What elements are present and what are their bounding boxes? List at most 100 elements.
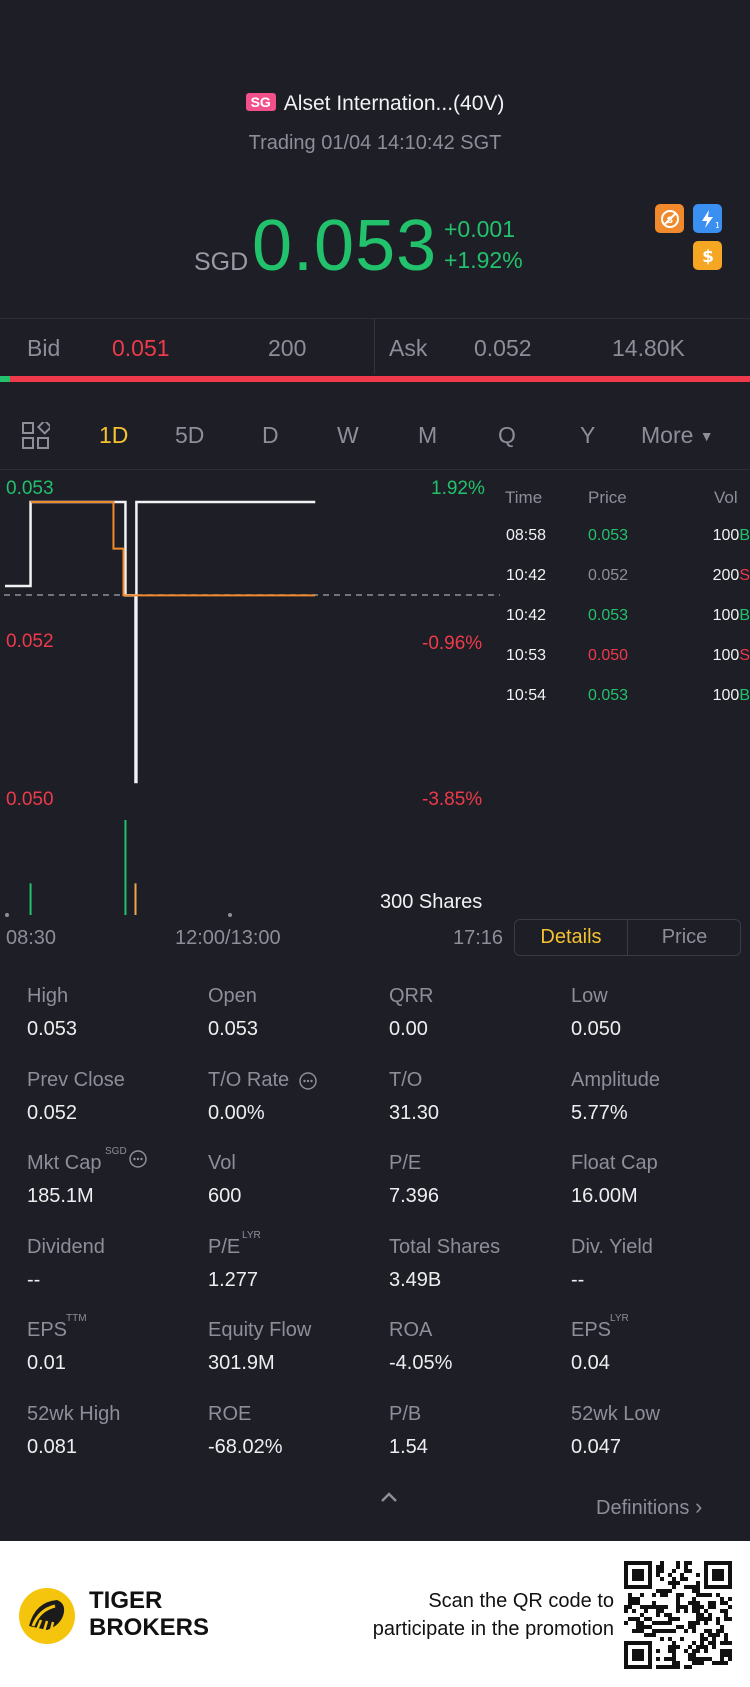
tab-more-label: More bbox=[641, 422, 694, 448]
qr-module bbox=[700, 1657, 704, 1661]
stat-value: -4.05% bbox=[389, 1352, 453, 1374]
tick-side: B bbox=[739, 607, 750, 624]
tab-w[interactable]: W bbox=[337, 422, 359, 448]
qr-module bbox=[684, 1585, 688, 1589]
qr-module bbox=[676, 1561, 680, 1565]
tick-price: 0.050 bbox=[588, 647, 629, 664]
tab-d[interactable]: D bbox=[262, 422, 279, 448]
tab-5d[interactable]: 5D bbox=[175, 422, 205, 448]
stat-value: 0.050 bbox=[571, 1018, 622, 1040]
qr-module bbox=[716, 1633, 720, 1637]
tick-time: 10:42 bbox=[506, 607, 547, 624]
tab-more[interactable]: More ▼ bbox=[641, 422, 714, 449]
qr-finder bbox=[632, 1569, 644, 1581]
qr-module bbox=[624, 1621, 628, 1625]
tab-q[interactable]: Q bbox=[498, 422, 516, 448]
qr-module bbox=[688, 1621, 692, 1625]
lightning-1-icon[interactable]: 1 bbox=[693, 204, 722, 233]
qr-module bbox=[712, 1637, 716, 1641]
qr-module bbox=[676, 1565, 680, 1569]
tab-y[interactable]: Y bbox=[580, 422, 596, 448]
info-dots-icon[interactable] bbox=[298, 1071, 318, 1096]
last-price: 0.053 bbox=[252, 206, 438, 286]
qr-module bbox=[684, 1649, 688, 1653]
stat-label: Float Cap bbox=[571, 1152, 658, 1174]
definitions-label: Definitions bbox=[596, 1497, 690, 1519]
tick-vol-value: 100 bbox=[712, 527, 740, 544]
stat-label: QRR bbox=[389, 985, 434, 1007]
ask-ratio-bar bbox=[0, 376, 750, 382]
axis-dot bbox=[5, 913, 9, 917]
qr-module bbox=[708, 1629, 712, 1633]
qr-module bbox=[676, 1605, 680, 1609]
grid-layout-icon[interactable] bbox=[22, 419, 53, 455]
qr-module bbox=[628, 1617, 632, 1621]
stat-label: T/O bbox=[389, 1068, 423, 1091]
tab-1d[interactable]: 1D bbox=[99, 422, 129, 448]
qr-module bbox=[696, 1609, 700, 1613]
qr-module bbox=[672, 1617, 676, 1621]
tick-side: B bbox=[739, 527, 750, 544]
stat-label: P/E bbox=[208, 1235, 241, 1258]
tick-vol-value: 100 bbox=[712, 607, 740, 624]
qr-module bbox=[644, 1605, 648, 1609]
qr-module bbox=[696, 1581, 700, 1585]
qr-module bbox=[692, 1625, 696, 1629]
qr-module bbox=[668, 1629, 672, 1633]
time-axis-start: 08:30 bbox=[6, 927, 57, 949]
qr-module bbox=[700, 1617, 704, 1621]
stat-label: T/O Rate bbox=[208, 1068, 290, 1091]
no-short-icon[interactable]: S bbox=[655, 204, 684, 233]
qr-module bbox=[720, 1625, 724, 1629]
stat-label: EPS bbox=[571, 1319, 612, 1341]
qr-module bbox=[668, 1617, 672, 1621]
price-change: +0.001 +1.92% bbox=[444, 214, 523, 276]
tab-m[interactable]: M bbox=[418, 422, 438, 448]
qr-module bbox=[696, 1617, 700, 1621]
collapse-chevron-icon[interactable] bbox=[379, 1490, 399, 1509]
qr-module bbox=[684, 1629, 688, 1633]
qr-module bbox=[664, 1589, 668, 1593]
bid-price: 0.051 bbox=[112, 335, 170, 361]
qr-module bbox=[688, 1561, 692, 1565]
svg-text:$: $ bbox=[702, 247, 714, 267]
qr-module bbox=[712, 1633, 716, 1637]
details-price-toggle: Details Price bbox=[514, 919, 741, 956]
qr-module bbox=[632, 1609, 636, 1613]
qr-module bbox=[668, 1581, 672, 1585]
qr-module bbox=[708, 1617, 712, 1621]
svg-text:1: 1 bbox=[715, 221, 719, 230]
definitions-link[interactable]: Definitions › bbox=[596, 1494, 702, 1520]
stat-value: 0.053 bbox=[27, 1018, 78, 1040]
stat-label: P/E bbox=[389, 1152, 422, 1174]
qr-module bbox=[716, 1629, 720, 1633]
info-dots-icon[interactable] bbox=[128, 1149, 148, 1174]
qr-module bbox=[684, 1665, 688, 1669]
qr-module bbox=[688, 1645, 692, 1649]
qr-module bbox=[692, 1653, 696, 1657]
tick-time: 08:58 bbox=[506, 527, 547, 544]
average-line bbox=[30, 501, 316, 597]
qr-module bbox=[636, 1621, 640, 1625]
qr-module bbox=[672, 1649, 676, 1653]
qr-module bbox=[676, 1593, 680, 1597]
qr-module bbox=[708, 1633, 712, 1637]
qr-module bbox=[700, 1605, 704, 1609]
qr-module bbox=[672, 1665, 676, 1669]
qr-module bbox=[660, 1565, 664, 1569]
details-tab[interactable]: Details bbox=[515, 920, 628, 955]
intraday-chart[interactable] bbox=[0, 470, 500, 950]
stat-label: High bbox=[27, 985, 69, 1007]
qr-module bbox=[728, 1605, 732, 1609]
tick-side: S bbox=[739, 647, 750, 664]
bid-ask-row: Bid 0.051 200 Ask 0.052 14.80K bbox=[0, 318, 750, 374]
qr-module bbox=[688, 1657, 692, 1661]
volume-label: 300 Shares bbox=[380, 891, 483, 913]
price-tab[interactable]: Price bbox=[661, 926, 708, 948]
stat-value: 31.30 bbox=[389, 1101, 440, 1124]
dollar-icon[interactable]: $ bbox=[693, 241, 722, 270]
qr-module bbox=[676, 1645, 680, 1649]
ticks-header-price: Price bbox=[588, 488, 627, 507]
stat-superscript: LYR bbox=[242, 1229, 261, 1241]
qr-module bbox=[656, 1649, 660, 1653]
